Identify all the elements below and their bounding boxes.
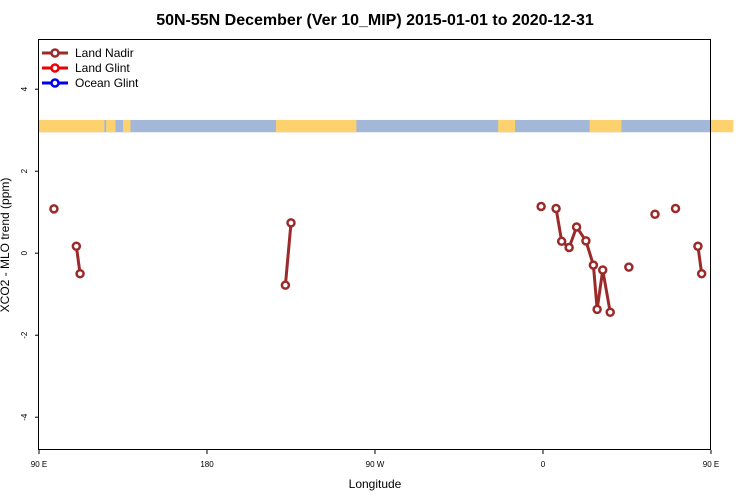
x-tick-label-1: 180: [200, 460, 214, 469]
data-point: [49, 204, 59, 214]
chart-title: 50N-55N December (Ver 10_MIP) 2015-01-01…: [156, 12, 594, 29]
x-axis-ticks: 90 E 180 90 W 0 90 E: [31, 450, 719, 469]
data-point: [75, 268, 85, 279]
data-point: [650, 209, 660, 219]
land-band-segment-1: [106, 119, 116, 133]
legend-label-0: Land Nadir: [75, 46, 134, 60]
legend-label-1: Land Glint: [75, 61, 130, 75]
legend-marker-0: [50, 48, 60, 58]
data-point: [624, 262, 634, 272]
data-point: [286, 218, 296, 228]
legend-marker-2: [50, 78, 60, 88]
x-tick-label-3: 0: [541, 460, 546, 469]
series-line-segment-0-2: [283, 222, 293, 286]
data-point: [564, 242, 574, 253]
y-axis-label: XCO2 - MLO trend (ppm): [0, 178, 12, 313]
ocean-band: [39, 119, 711, 133]
land-band-segment-4: [498, 119, 515, 133]
data-point: [696, 268, 707, 279]
y-tick-label-4: 4: [20, 86, 29, 91]
legend-marker-1: [50, 63, 60, 73]
land-ocean-band: [39, 119, 734, 133]
y-tick-label-1: -2: [20, 331, 29, 339]
data-point: [536, 201, 546, 212]
data-series: [49, 201, 707, 317]
data-point: [588, 260, 599, 270]
data-point: [597, 265, 608, 275]
data-point: [556, 236, 567, 247]
y-tick-label-0: -4: [20, 413, 29, 421]
land-band-segment-0: [39, 119, 105, 133]
data-point: [280, 280, 291, 290]
data-point: [581, 236, 591, 246]
data-point: [592, 304, 602, 315]
land-band-segment-3: [276, 119, 357, 133]
y-tick-label-3: 2: [20, 168, 29, 173]
x-tick-label-0: 90 E: [31, 460, 47, 469]
plot-frame: [38, 39, 711, 450]
land-band-segment-2: [123, 119, 131, 133]
data-point: [693, 241, 703, 251]
data-point: [71, 241, 82, 251]
land-band-segment-5: [589, 119, 622, 133]
data-point: [571, 222, 582, 232]
x-axis-label: Longitude: [349, 477, 402, 491]
series-line-segment-0-4: [554, 208, 612, 313]
x-tick-label-4: 90 E: [703, 460, 719, 469]
data-point: [670, 203, 681, 214]
x-tick-label-2: 90 W: [366, 460, 385, 469]
y-axis-ticks: -4 -2 0 2 4: [20, 86, 39, 421]
data-point: [551, 203, 561, 214]
data-point: [605, 307, 615, 317]
y-tick-label-2: 0: [20, 250, 29, 255]
legend-label-2: Ocean Glint: [75, 76, 139, 90]
land-band-segment-6: [711, 119, 734, 133]
